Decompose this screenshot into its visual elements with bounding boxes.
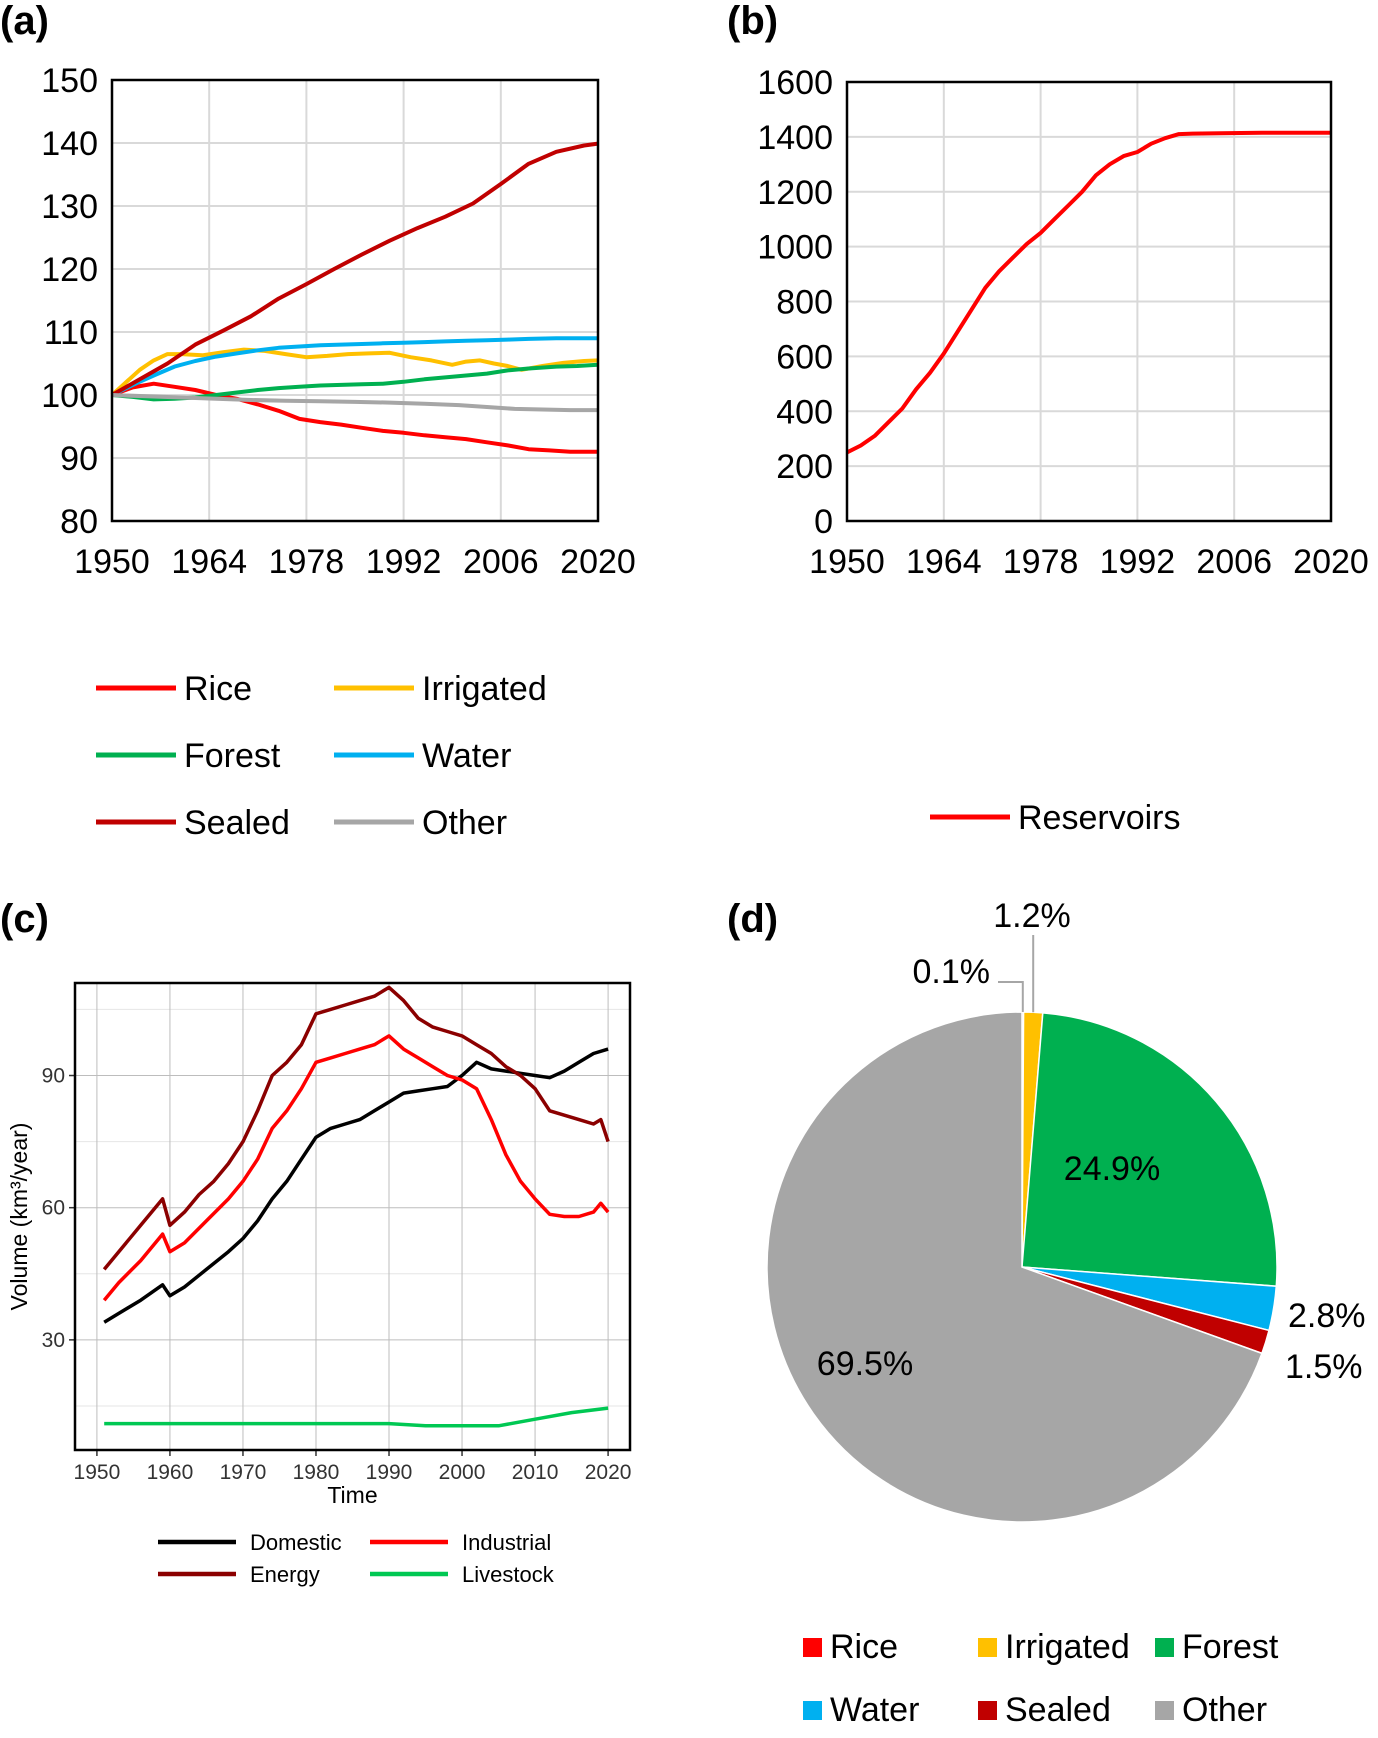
panel-label-b: (b) <box>727 0 778 43</box>
series-line-industrial <box>102 1034 610 1302</box>
y-tick-label: 90 <box>60 440 98 478</box>
x-tick-label: 1990 <box>366 1461 413 1484</box>
legend-label-other: Other <box>1182 1691 1267 1729</box>
y-tick-label: 200 <box>776 448 833 486</box>
x-tick-label: 2006 <box>1196 543 1272 581</box>
legend-label-energy: Energy <box>250 1562 320 1587</box>
x-tick-label: 1980 <box>293 1461 340 1484</box>
y-axis-title: Volume (km³/year) <box>6 1123 32 1311</box>
x-tick-label: 1992 <box>1100 543 1176 581</box>
y-tick-label: 0 <box>814 503 833 541</box>
legend-label-rice: Rice <box>830 1628 898 1666</box>
legend-label-irrigated: Irrigated <box>422 670 547 708</box>
y-tick-label: 800 <box>776 284 833 322</box>
series-line-livestock <box>104 1406 609 1428</box>
y-tick-label: 110 <box>44 314 98 352</box>
legend-label-sealed: Sealed <box>184 804 290 842</box>
x-tick-label: 1960 <box>147 1461 194 1484</box>
panel-label-d: (d) <box>727 897 778 941</box>
y-tick-label: 60 <box>42 1197 65 1220</box>
y-tick-label: 1600 <box>757 64 833 102</box>
pie-label-other: 69.5% <box>817 1345 913 1383</box>
y-tick-label: 80 <box>60 503 98 541</box>
series-line-domestic <box>103 1047 609 1324</box>
legend-swatch-sealed <box>978 1701 997 1720</box>
x-tick-label: 1950 <box>74 1461 121 1484</box>
legend-label-sealed: Sealed <box>1005 1691 1111 1729</box>
x-tick-label: 1950 <box>74 543 150 581</box>
y-tick-label: 90 <box>42 1065 65 1088</box>
legend-label-water: Water <box>830 1691 919 1729</box>
plot-frame <box>110 78 600 523</box>
series-line-reservoirs <box>846 130 1331 455</box>
y-tick-label: 600 <box>776 338 833 376</box>
legend-label-livestock: Livestock <box>462 1562 555 1587</box>
pie-label-forest: 24.9% <box>1064 1150 1160 1188</box>
series-line-water <box>111 336 598 397</box>
x-tick-label: 1964 <box>906 543 982 581</box>
y-tick-label: 400 <box>776 393 833 431</box>
legend-swatch-water <box>803 1701 822 1720</box>
plot-frame <box>73 981 632 1452</box>
pie-label-rice: 0.1% <box>913 953 991 991</box>
y-tick-label: 100 <box>41 377 98 415</box>
panel-label-a: (a) <box>0 0 49 43</box>
chart-d: 0.1%1.2% 24.9% 2.8% 1.5% 69.5% Rice Irrigated F… <box>766 897 1366 1729</box>
legend-label-rice: Rice <box>184 670 252 708</box>
chart-b: 1950 1964 1978 1992 2006 2020 0 200 400 600 800 100… <box>757 64 1368 837</box>
y-tick-label: 1200 <box>757 174 833 212</box>
y-tick-label: 1000 <box>757 229 833 267</box>
legend-label-irrigated: Irrigated <box>1005 1628 1130 1666</box>
x-tick-label: 2006 <box>463 543 539 581</box>
pie-label-water: 2.8% <box>1288 1297 1366 1335</box>
chart-a: 1950 1964 1978 1992 2006 2020 80 90 100 110 120 130… <box>41 62 636 842</box>
y-tick-label: 30 <box>42 1329 65 1352</box>
legend-label-domestic: Domestic <box>250 1530 342 1555</box>
x-tick-label: 1992 <box>366 543 442 581</box>
legend-swatch-forest <box>1155 1638 1174 1657</box>
legend-swatch-other <box>1155 1701 1174 1720</box>
legend-label-water: Water <box>422 737 511 775</box>
y-tick-label: 130 <box>41 188 98 226</box>
series-line-other <box>111 393 598 413</box>
pie-slice-forest <box>1021 1012 1278 1288</box>
pie-slice-other <box>766 1011 1263 1523</box>
y-tick-label: 150 <box>41 62 98 100</box>
leader-line-rice <box>998 981 1024 1012</box>
x-tick-label: 2020 <box>585 1461 632 1484</box>
legend-label-forest: Forest <box>1182 1628 1279 1666</box>
x-tick-label: 2020 <box>1293 543 1369 581</box>
legend-swatch-irrigated <box>978 1638 997 1657</box>
x-tick-label: 1978 <box>1003 543 1079 581</box>
x-tick-label: 1978 <box>269 543 345 581</box>
series-line-rice <box>111 381 598 454</box>
x-tick-label: 1970 <box>220 1461 267 1484</box>
series-line-sealed <box>111 141 599 397</box>
legend-swatch-rice <box>803 1638 822 1657</box>
legend-label-reservoirs: Reservoirs <box>1018 799 1180 837</box>
x-tick-label: 1964 <box>171 543 247 581</box>
plot-frame <box>845 80 1333 523</box>
y-tick-label: 140 <box>41 125 98 163</box>
x-tick-label: 1950 <box>809 543 885 581</box>
series-line-energy <box>102 985 610 1271</box>
panel-label-c: (c) <box>0 897 49 941</box>
y-tick-label: 1400 <box>757 119 833 157</box>
y-tick-label: 120 <box>41 251 98 289</box>
pie-label-irrigated: 1.2% <box>993 897 1071 935</box>
x-axis-title: Time <box>327 1482 377 1508</box>
legend-label-other: Other <box>422 804 507 842</box>
chart-c: 1950 1960 1970 1980 1990 2000 2010 2020 30 60 90 Ti… <box>6 981 632 1587</box>
x-tick-label: 2000 <box>439 1461 486 1484</box>
x-tick-label: 2010 <box>512 1461 559 1484</box>
pie-label-sealed: 1.5% <box>1285 1348 1363 1386</box>
legend-label-industrial: Industrial <box>462 1530 551 1555</box>
x-tick-label: 2020 <box>560 543 636 581</box>
legend-label-forest: Forest <box>184 737 281 775</box>
